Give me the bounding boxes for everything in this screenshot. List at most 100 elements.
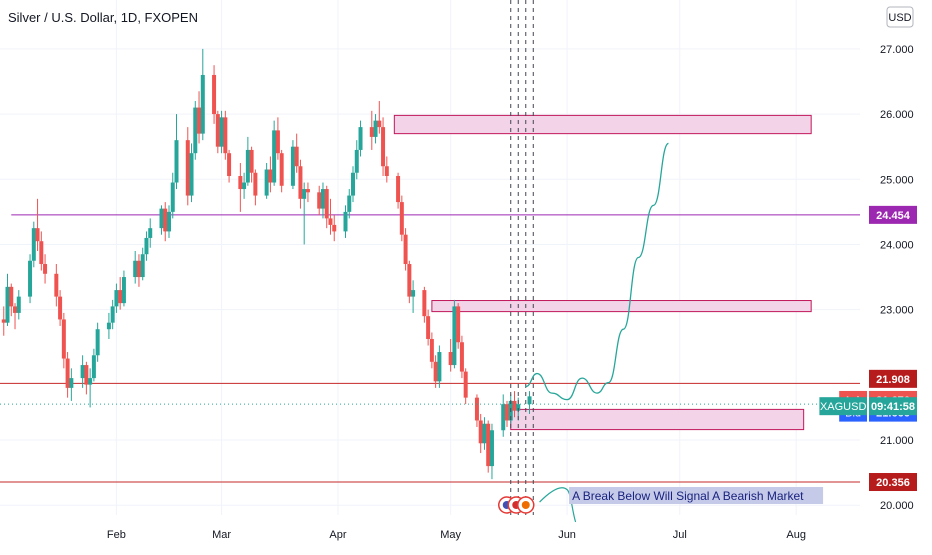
y-tick-label: 26.000 (880, 109, 914, 121)
currency-button[interactable]: USD (886, 6, 914, 28)
candle-body (61, 319, 66, 359)
candle-body (219, 117, 224, 147)
candle-body (227, 153, 232, 177)
x-tick-label: Aug (786, 529, 806, 541)
candle-body (358, 127, 363, 150)
x-tick-label: May (440, 529, 461, 541)
candle-body (324, 189, 329, 219)
candle-body (516, 404, 521, 411)
candle-body (185, 140, 190, 196)
candle-body (452, 306, 457, 366)
candle-body (13, 306, 18, 313)
candle-body (144, 237, 149, 255)
candle-body (294, 146, 299, 167)
candle-body (133, 260, 138, 278)
x-tick-label: Apr (329, 529, 346, 541)
price-tag-symbol (869, 397, 917, 416)
price-tag-purple (869, 205, 917, 224)
candle-body (110, 306, 115, 323)
candle-body (501, 404, 506, 431)
candle-body (174, 140, 179, 183)
price-tag-last (869, 369, 917, 388)
candle-body (381, 127, 386, 167)
candle-body (448, 352, 453, 366)
zones-layer (393, 114, 812, 431)
candle-body (474, 397, 479, 421)
candle-body (298, 166, 303, 199)
forecast-path (525, 142, 670, 401)
candle-body (58, 296, 63, 320)
event-flag-icon-core (521, 501, 530, 509)
candle-body (31, 228, 36, 261)
y-tick-label: 27.000 (880, 44, 914, 56)
price-tag-label: XAGUSD (820, 401, 867, 413)
y-tick-label: 21.000 (880, 435, 914, 447)
candle-body (486, 423, 491, 467)
candle-body (39, 241, 44, 265)
price-tag-red (869, 473, 917, 492)
candle-body (407, 264, 412, 297)
candle-body (148, 228, 153, 238)
x-tick-label: Jul (673, 529, 687, 541)
candle-body (426, 316, 431, 339)
candle-body (189, 153, 194, 196)
candle-body (223, 117, 228, 154)
candle-body (106, 322, 111, 330)
candle-body (163, 208, 168, 232)
chart-title: Silver / U.S. Dollar, 1D, FXOPEN (8, 10, 198, 25)
candle-body (249, 149, 254, 173)
y-tick-label: 23.000 (880, 305, 914, 317)
candle-body (403, 234, 408, 265)
candle-body (197, 107, 202, 134)
candle-body (332, 224, 337, 232)
candle-body (459, 342, 464, 372)
candle-body (238, 176, 243, 190)
candle-body (193, 107, 198, 154)
candle-body (290, 146, 295, 186)
candle-body (384, 166, 389, 177)
candle-body (5, 286, 10, 323)
candle-body (69, 378, 74, 388)
candle-body (54, 273, 59, 297)
bearish-curve (539, 487, 577, 523)
candle-body (275, 130, 280, 154)
candle-body (437, 352, 442, 382)
candle-body (527, 396, 532, 405)
candle-body (478, 420, 483, 444)
candle-body (377, 120, 382, 128)
candle-body (9, 286, 14, 307)
price-tag-value: 21.908 (876, 374, 910, 386)
candle-body (279, 153, 284, 186)
candle-body (140, 254, 145, 278)
candle-body (215, 114, 220, 147)
candle-body (114, 290, 119, 307)
zone-rect (393, 114, 812, 135)
y-tick-label: 24.000 (880, 239, 914, 251)
candle-body (1, 319, 6, 323)
candle-body (429, 338, 434, 362)
candle-body (302, 189, 307, 199)
candle-body (504, 404, 509, 421)
candle-body (456, 306, 461, 343)
y-tick-label: 25.000 (880, 174, 914, 186)
price-tag-value: 24.454 (876, 210, 911, 222)
candle-body (242, 182, 247, 190)
y-tick-label: 20.000 (880, 500, 914, 512)
candle-body (463, 371, 468, 398)
price-tags: 24.45421.90821.676Ask21.666Bid09:41:58XA… (819, 205, 917, 492)
zone-rect (510, 408, 805, 431)
candle-body (212, 74, 217, 115)
candle-body (84, 365, 89, 385)
candle-body (305, 189, 310, 193)
candle-body (136, 260, 141, 278)
x-tick-label: Mar (212, 529, 231, 541)
candle-body (268, 169, 273, 183)
price-axis[interactable]: 27.000 26.000 25.000 24.000 23.000 21.000 20.0… (107, 44, 914, 541)
candle-body (373, 120, 378, 137)
candle-body (121, 277, 126, 304)
candle-body (343, 211, 348, 232)
candle-body (200, 74, 205, 134)
candle-body (354, 149, 359, 173)
